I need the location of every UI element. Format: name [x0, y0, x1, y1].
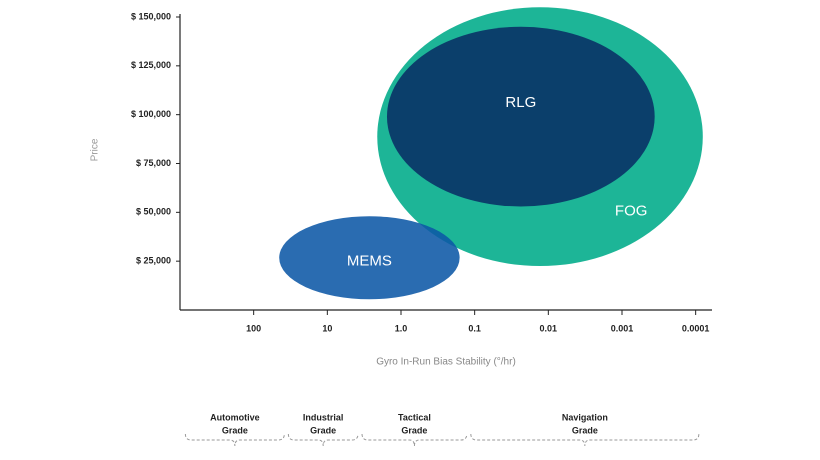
grade-bracket — [184, 433, 285, 447]
y-tick-label: $ 150,000 — [131, 11, 171, 21]
grade-label: Navigation — [562, 412, 608, 422]
x-tick-label: 10 — [322, 323, 332, 333]
grade-label: Grade — [401, 425, 427, 435]
x-tick-label: 0.01 — [540, 323, 558, 333]
grade-bracket — [361, 433, 468, 447]
region-label: RLG — [505, 94, 536, 111]
grade-label: Industrial — [303, 412, 344, 422]
y-tick-label: $ 100,000 — [131, 109, 171, 119]
x-axis-title: Gyro In-Run Bias Stability (°/hr) — [376, 357, 516, 368]
x-tick-label: 0.0001 — [682, 323, 710, 333]
grade-label: Tactical — [398, 412, 431, 422]
x-tick-label: 100 — [246, 323, 261, 333]
region — [279, 216, 460, 300]
grade-label: Automotive — [210, 412, 260, 422]
y-tick-label: $ 50,000 — [136, 207, 171, 217]
y-tick-label: $ 25,000 — [136, 256, 171, 266]
x-tick-label: 1.0 — [395, 323, 408, 333]
region-label: FOG — [615, 203, 648, 220]
grade-label: Grade — [222, 425, 248, 435]
region — [386, 26, 655, 207]
y-axis-title: Price — [90, 138, 101, 161]
y-tick-label: $ 125,000 — [131, 60, 171, 70]
grade-label: Grade — [310, 425, 336, 435]
grade-bracket — [287, 433, 359, 447]
x-tick-label: 0.1 — [468, 323, 481, 333]
region-label: MEMS — [347, 252, 392, 269]
x-tick-label: 0.001 — [611, 323, 634, 333]
grade-bracket — [470, 433, 700, 447]
grade-label: Grade — [572, 425, 598, 435]
y-tick-label: $ 75,000 — [136, 158, 171, 168]
